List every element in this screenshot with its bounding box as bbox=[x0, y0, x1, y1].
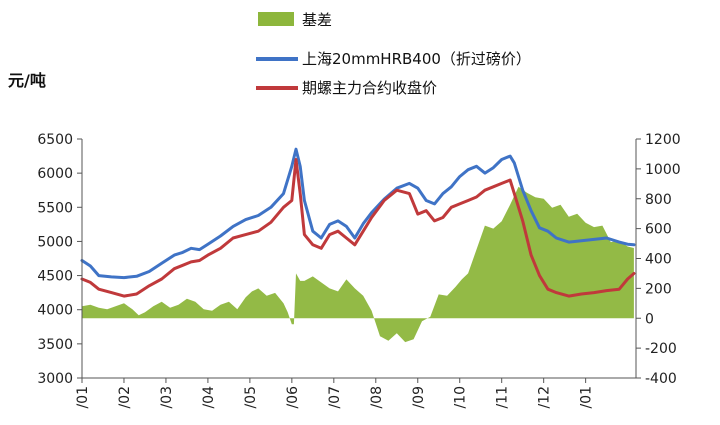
x-axis-tick-label: /07 bbox=[327, 386, 343, 409]
right-axis-tick-label: 1000 bbox=[645, 162, 681, 178]
legend-swatch-basis bbox=[258, 12, 294, 26]
x-axis-tick-label: /04 bbox=[201, 386, 217, 409]
x-axis-tick-label: /11 bbox=[495, 386, 511, 409]
right-axis-tick-label: -200 bbox=[645, 341, 677, 357]
right-axis-tick-label: 1200 bbox=[645, 132, 681, 148]
x-axis-tick-label: /05 bbox=[243, 386, 259, 409]
right-axis-tick-label: 600 bbox=[645, 222, 672, 238]
x-axis-tick-label: /09 bbox=[411, 386, 427, 409]
series-area-basis bbox=[82, 186, 634, 343]
left-axis-tick-label: 4500 bbox=[37, 269, 73, 285]
left-axis-tick-label: 6000 bbox=[37, 166, 73, 182]
right-axis-tick-label: 400 bbox=[645, 252, 672, 268]
series-line-shanghai-price bbox=[80, 147, 636, 280]
legend-label-basis: 基差 bbox=[302, 11, 332, 29]
left-axis-tick-label: 5500 bbox=[37, 200, 73, 216]
right-axis-tick-label: 0 bbox=[645, 311, 654, 327]
legend: 基差 上海20mmHRB400（折过磅价） 期螺主力合约收盘价 bbox=[256, 11, 531, 97]
x-axis-tick-label: /03 bbox=[159, 386, 175, 409]
x-axis-tick-label: /10 bbox=[453, 386, 469, 409]
series-line-futures-close bbox=[80, 158, 636, 298]
x-axis-tick-label: /08 bbox=[369, 386, 385, 409]
x-axis-tick-label: /01 bbox=[75, 386, 91, 409]
left-axis-tick-label: 4000 bbox=[37, 303, 73, 319]
x-axis-tick-label: /06 bbox=[285, 386, 301, 409]
x-axis-tick-label: /01 bbox=[579, 386, 595, 409]
left-axis-tick-label: 3000 bbox=[37, 371, 73, 387]
x-axis-tick-label: /12 bbox=[537, 386, 553, 409]
right-axis-tick-label: 200 bbox=[645, 281, 672, 297]
legend-label-shanghai-price: 上海20mmHRB400（折过磅价） bbox=[302, 50, 531, 68]
right-axis-tick-label: -400 bbox=[645, 371, 677, 387]
left-axis-tick-label: 5000 bbox=[37, 234, 73, 250]
left-axis-tick-label: 3500 bbox=[37, 337, 73, 353]
legend-label-futures-close: 期螺主力合约收盘价 bbox=[302, 79, 437, 97]
plot-area: 30003500400045005000550060006500-400-200… bbox=[37, 132, 680, 409]
x-axis-tick-label: /02 bbox=[117, 386, 133, 409]
left-axis-unit: 元/吨 bbox=[8, 71, 46, 90]
left-axis-tick-label: 6500 bbox=[37, 132, 73, 148]
right-axis-tick-label: 800 bbox=[645, 192, 672, 208]
